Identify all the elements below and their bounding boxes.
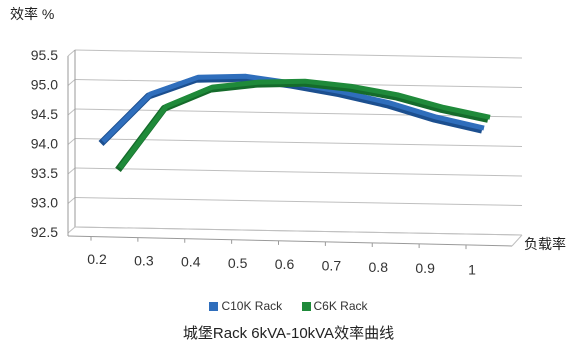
y-tick-labels: 92.5 93.0 93.5 94.0 94.5 95.0 95.5 xyxy=(31,47,58,240)
y-tick-label: 93.5 xyxy=(31,165,58,181)
y-tick-label: 95.5 xyxy=(31,47,58,63)
x-tick-label: 0.2 xyxy=(87,251,107,267)
grid-line xyxy=(74,138,523,147)
x-tick-label: 0.7 xyxy=(322,258,342,274)
x-axis-line xyxy=(67,235,513,247)
axes xyxy=(67,50,523,247)
grid-line xyxy=(74,108,523,118)
grid-depth-line xyxy=(67,226,76,234)
y-axis-label: 效率 % xyxy=(10,6,55,22)
x-axis-label: 负载率 xyxy=(524,236,566,252)
y-tick-label: 94.5 xyxy=(31,106,58,122)
legend: C10K Rack C6K Rack xyxy=(0,299,577,313)
y-tick-label: 95.0 xyxy=(31,77,58,93)
grid-depth-line xyxy=(67,197,76,204)
legend-label-c10k: C10K Rack xyxy=(221,299,283,313)
legend-swatch-c10k xyxy=(209,302,219,311)
legend-swatch-c6k xyxy=(301,302,311,311)
grid-depth-line xyxy=(67,108,76,116)
x-tick-label: 0.4 xyxy=(181,254,201,270)
floor-right-line xyxy=(511,234,523,247)
grid-depth-line xyxy=(67,79,76,86)
grid-depth-line xyxy=(67,167,76,175)
floor-back-line xyxy=(74,226,523,236)
x-tick-label: 0.8 xyxy=(369,259,389,275)
y-tick-label: 94.0 xyxy=(31,136,58,152)
x-tick-label: 0.6 xyxy=(275,256,295,272)
series-lines xyxy=(98,73,491,173)
y-tick-label: 92.5 xyxy=(31,224,58,240)
grid-depth-line xyxy=(67,49,76,57)
chart-title: 城堡Rack 6kVA-10kVA效率曲线 xyxy=(182,325,395,342)
grid-line xyxy=(74,49,523,59)
legend-item-c6k: C6K Rack xyxy=(301,299,368,313)
x-tick-labels: 0.2 0.3 0.4 0.5 0.6 0.7 0.8 0.9 1 xyxy=(87,236,476,277)
grid-depth-line xyxy=(67,138,76,145)
grid-line xyxy=(74,167,523,177)
series-line-c6k xyxy=(118,78,491,170)
x-tick-label: 1 xyxy=(468,261,476,277)
x-tick-label: 0.5 xyxy=(228,255,248,271)
grid-lines xyxy=(67,49,523,236)
grid-line xyxy=(74,197,523,206)
x-tick-label: 0.3 xyxy=(134,252,154,268)
x-tick-label: 0.9 xyxy=(415,260,435,276)
y-tick-label: 93.0 xyxy=(31,195,58,211)
series-shadow-1 xyxy=(115,79,489,173)
legend-item-c10k: C10K Rack xyxy=(209,299,282,313)
legend-label-c6k: C6K Rack xyxy=(313,299,368,313)
